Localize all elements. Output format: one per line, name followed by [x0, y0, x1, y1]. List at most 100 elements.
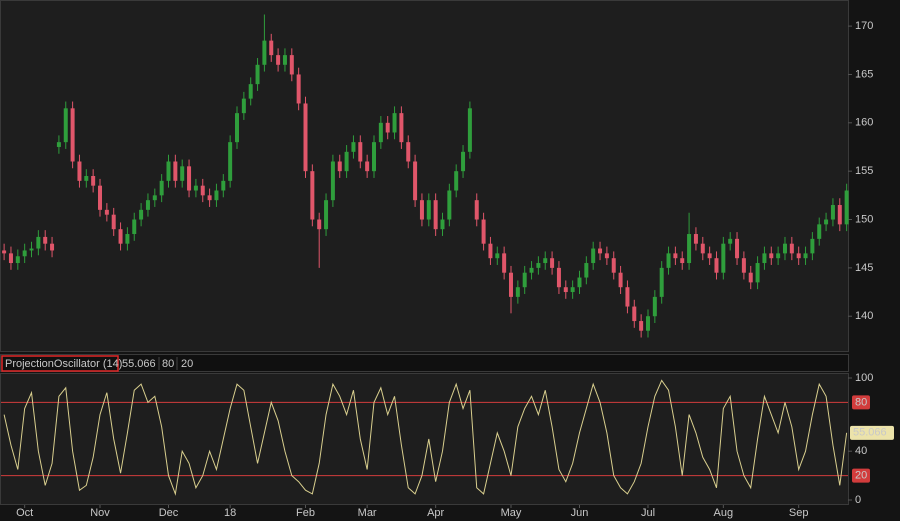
level-label: 80 [855, 396, 867, 408]
candle-body [440, 219, 445, 230]
candle-body [598, 248, 603, 254]
candle-body [303, 103, 308, 172]
candle-body [632, 306, 637, 322]
candle-body [200, 185, 205, 196]
candle-body [276, 55, 281, 65]
candle-body [413, 161, 418, 201]
study-label-box[interactable] [1, 355, 119, 372]
candle-body [433, 200, 438, 230]
candle-body [639, 321, 644, 331]
candle-body [173, 161, 178, 181]
candle-body [358, 142, 363, 162]
candle-body [187, 166, 192, 191]
last-value-label: 55.066 [853, 427, 887, 439]
candle-body [454, 171, 459, 191]
study-title[interactable]: ProjectionOscillator (14) [5, 358, 122, 370]
candle-body [584, 263, 589, 278]
candle-body [77, 161, 82, 181]
candle-body [707, 253, 712, 259]
level-label-box [852, 395, 870, 410]
candle-body [84, 176, 89, 181]
candle-body [625, 287, 630, 307]
candle-body [604, 253, 609, 259]
candle-body [796, 253, 801, 259]
y-tick-label: 150 [855, 213, 873, 225]
candle-body [70, 108, 75, 162]
candle-body [392, 113, 397, 133]
x-tick-label: Sep [789, 507, 809, 519]
candle-body [63, 108, 68, 143]
candle-body [762, 253, 767, 264]
y-tick-label: 0 [855, 494, 861, 506]
y-tick-label: 160 [855, 117, 873, 129]
candle-body [495, 253, 500, 259]
x-tick-label: Oct [16, 507, 33, 519]
y-tick-label: 165 [855, 68, 873, 80]
candle-body [817, 224, 822, 239]
candle-body [721, 243, 726, 273]
level-label: 20 [855, 470, 867, 482]
candle-body [324, 200, 329, 230]
candle-body [824, 219, 829, 225]
candle-body [152, 195, 157, 201]
candle-body [570, 287, 575, 293]
candle-body [43, 236, 48, 244]
candle-body [810, 238, 815, 254]
candle-body [337, 161, 342, 172]
x-tick-label: Aug [714, 507, 734, 519]
candle-body [371, 142, 376, 172]
candle-body [529, 267, 534, 273]
candle-body [118, 229, 123, 244]
candle-body [474, 200, 479, 220]
candle-body [693, 234, 698, 244]
candle-body [591, 248, 596, 264]
candle-body [310, 171, 315, 220]
candle-body [111, 214, 116, 230]
study-header [0, 354, 849, 372]
candle-body [728, 238, 733, 244]
price-panel [0, 0, 849, 352]
candle-body [502, 253, 507, 273]
candle-body [666, 253, 671, 268]
x-tick-label: Dec [159, 507, 179, 519]
candle-body [550, 258, 555, 268]
y-tick-label: 100 [855, 372, 873, 384]
candle-body [735, 238, 740, 259]
candle-body [748, 272, 753, 283]
candle-body [8, 253, 13, 264]
candle-body [180, 166, 185, 181]
candle-body [611, 258, 616, 273]
candle-body [344, 151, 349, 172]
candle-body [248, 84, 253, 99]
candle-body [365, 161, 370, 172]
candle-body [618, 272, 623, 288]
x-tick-label: Mar [358, 507, 377, 519]
x-tick-label: Apr [427, 507, 444, 519]
candle-body [652, 296, 657, 317]
candle-body [166, 161, 171, 181]
x-tick-label: 18 [224, 507, 236, 519]
candle-body [419, 200, 424, 220]
last-value-box [850, 425, 894, 440]
candle-body [426, 200, 431, 220]
candle-body [125, 234, 130, 244]
candle-body [36, 236, 41, 249]
candle-body [680, 258, 685, 264]
y-tick-label: 170 [855, 20, 873, 32]
x-tick-label: Jul [641, 507, 655, 519]
candle-body [139, 209, 144, 220]
candle-body [91, 176, 96, 186]
candle-body [508, 272, 513, 297]
candle-body [399, 113, 404, 143]
candle-body [241, 98, 246, 114]
candle-body [289, 55, 294, 75]
x-tick-label: Jun [571, 507, 589, 519]
candle-body [15, 256, 20, 264]
candle-body [481, 219, 486, 244]
x-tick-label: Feb [296, 507, 315, 519]
candle-body [221, 180, 226, 191]
candle-body [406, 142, 411, 162]
candle-body [563, 287, 568, 293]
